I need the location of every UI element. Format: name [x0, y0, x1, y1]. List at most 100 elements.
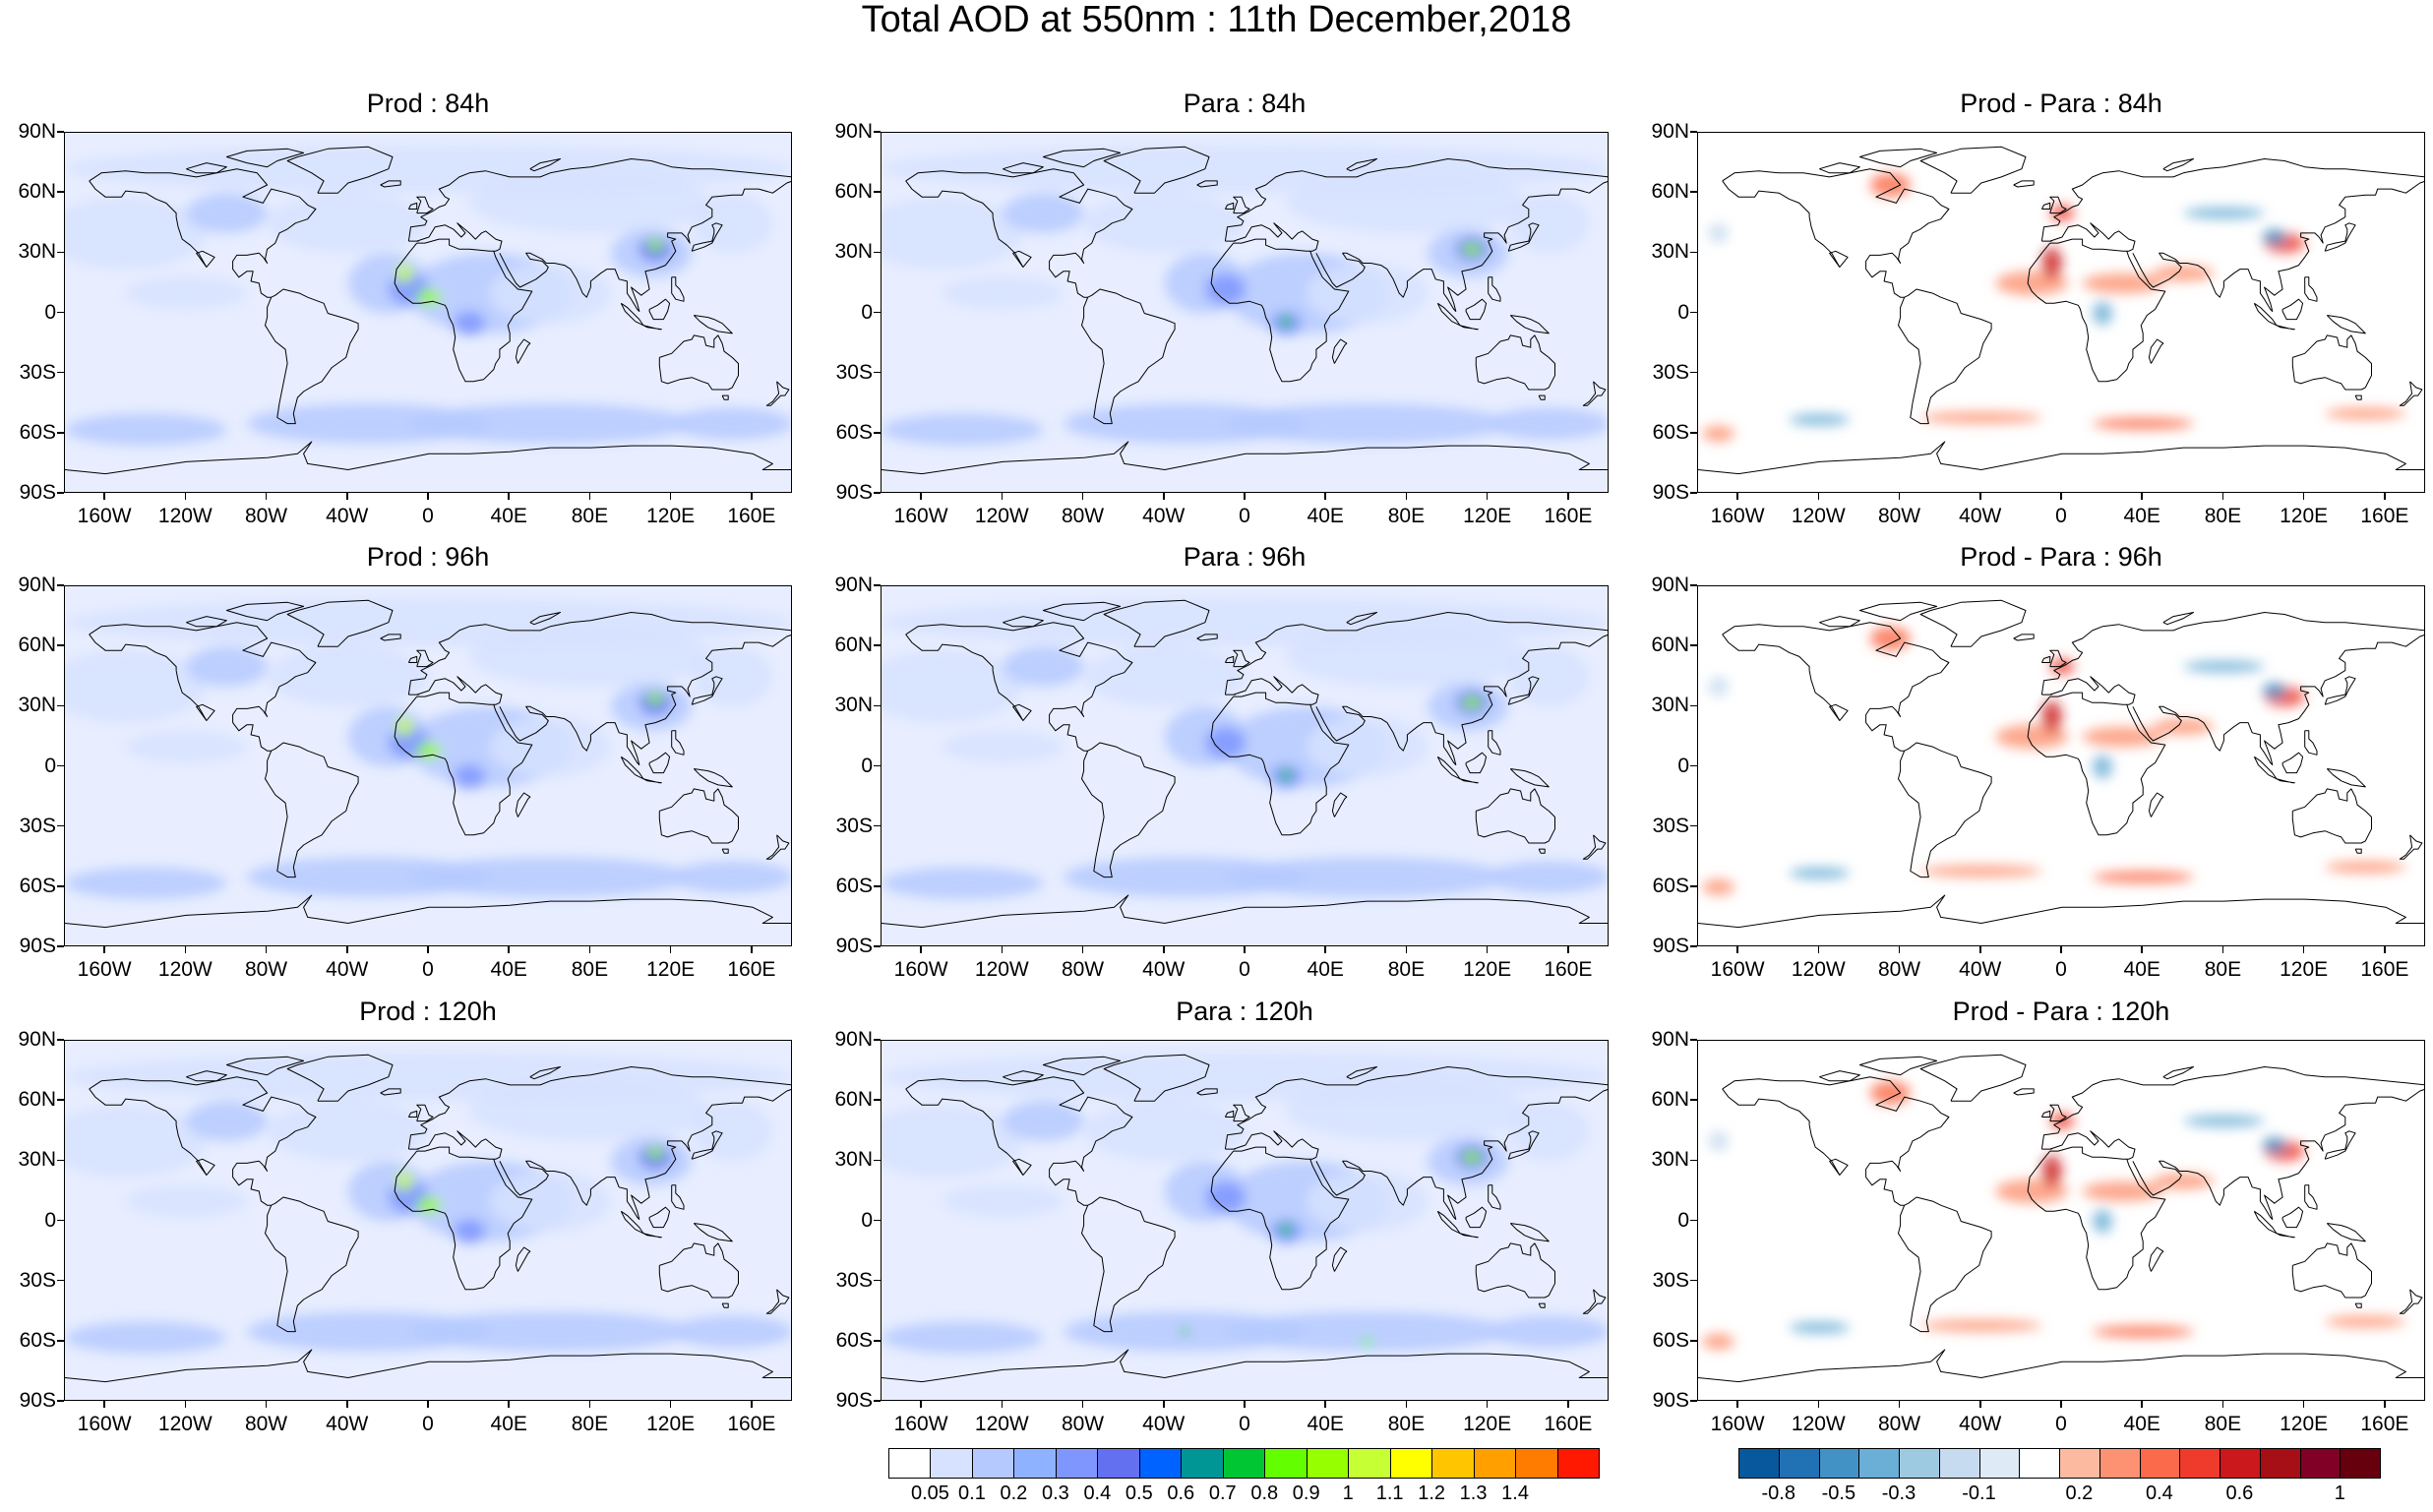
aod-plume — [692, 1101, 773, 1162]
aod-field — [882, 598, 1608, 900]
map-background — [1698, 133, 2424, 492]
coastline — [529, 158, 562, 172]
panel-title: Para : 120h — [1176, 997, 1313, 1026]
coastline — [721, 394, 729, 400]
difference-blob — [2092, 1325, 2194, 1338]
coastline — [225, 148, 305, 168]
aod-plume — [1508, 1101, 1590, 1162]
map-svg — [65, 586, 791, 945]
lon-tick-label: 0 — [2055, 1413, 2067, 1435]
coastline — [1698, 894, 2424, 929]
lat-tick-mark — [1690, 584, 1697, 586]
lon-tick-label: 160E — [727, 1413, 776, 1435]
lat-tick-label: 90N — [18, 574, 56, 596]
map-svg — [65, 1041, 791, 1400]
aod-plume — [65, 197, 207, 270]
aod-field — [882, 145, 1608, 447]
lon-tick-label: 120E — [1463, 1413, 1512, 1435]
coastline — [2148, 1246, 2164, 1272]
lon-tick-label: 120E — [646, 958, 696, 981]
lon-tick-mark — [2141, 1401, 2143, 1408]
coastline — [1919, 146, 2027, 194]
lon-tick-mark — [1898, 1401, 1901, 1408]
colorbar-swatch — [1431, 1448, 1475, 1479]
lon-tick-mark — [2302, 946, 2305, 953]
lon-tick-label: 40E — [2123, 505, 2160, 527]
lon-tick-label: 160E — [727, 505, 776, 527]
lon-tick-mark — [1736, 946, 1738, 953]
colorbar-swatch — [2340, 1448, 2381, 1479]
colorbar-label: -0.8 — [1761, 1482, 1795, 1504]
lat-tick-mark — [1690, 764, 1697, 767]
aod-plume — [1225, 1311, 1509, 1353]
coastlines — [65, 599, 791, 929]
lat-tick-label: 90N — [1651, 1028, 1689, 1051]
lat-tick-mark — [1690, 251, 1697, 254]
colorbar-label: 0.6 — [1167, 1482, 1195, 1504]
lon-tick-mark — [920, 493, 922, 500]
map-svg — [1698, 586, 2424, 945]
lat-tick-label: 60N — [1651, 634, 1689, 657]
lat-tick-label: 90N — [834, 574, 873, 596]
lat-tick-mark — [874, 432, 881, 434]
lat-tick-label: 30S — [835, 360, 873, 384]
panel-title: Prod - Para : 84h — [1960, 89, 2162, 118]
panel-title: Prod : 96h — [366, 542, 490, 572]
lon-tick-mark — [1486, 493, 1489, 500]
coastline — [2399, 381, 2423, 406]
lon-tick-label: 40E — [2123, 958, 2160, 981]
lon-tick-mark — [2221, 493, 2224, 500]
coastline — [1224, 202, 1235, 210]
lon-tick-mark — [751, 493, 753, 500]
lat-tick-label: 60N — [18, 634, 56, 657]
coastline — [1582, 1289, 1607, 1314]
lat-tick-label: 30S — [1652, 1268, 1689, 1292]
lon-tick-mark — [2060, 493, 2062, 500]
lon-tick-label: 120W — [157, 958, 213, 981]
aod-plume — [489, 716, 611, 777]
difference-blob — [1702, 1333, 1734, 1350]
difference-blob — [2262, 1136, 2287, 1154]
coastline — [1003, 616, 1044, 628]
lon-tick-label: 160E — [1544, 958, 1593, 981]
coastline — [2049, 649, 2067, 668]
lon-tick-label: 0 — [422, 505, 434, 527]
lon-tick-mark — [1736, 1401, 1738, 1408]
lon-tick-mark — [1817, 493, 1820, 500]
colorbar-swatch — [1778, 1448, 1820, 1479]
coastline — [2253, 302, 2278, 327]
lon-tick-label: 80W — [244, 958, 288, 981]
coastline — [499, 635, 791, 765]
coastline — [2276, 778, 2295, 784]
colorbar-swatch — [1978, 1448, 2021, 1479]
coastline — [1196, 1088, 1218, 1096]
lon-tick-mark — [2302, 493, 2305, 500]
coastline — [499, 181, 791, 312]
coastline — [1003, 162, 1044, 174]
coastline — [1829, 703, 1849, 721]
coastline — [2281, 1206, 2304, 1229]
coastline — [1346, 158, 1378, 172]
aod-plume — [671, 1315, 791, 1348]
lon-tick-label: 40E — [1307, 505, 1344, 527]
lat-tick-mark — [874, 1099, 881, 1101]
colorbar-label: 1.2 — [1418, 1482, 1446, 1504]
lon-tick-label: 120E — [2280, 505, 2329, 527]
lon-tick-mark — [588, 1401, 591, 1408]
lon-tick-label: 0 — [422, 958, 434, 981]
coastline — [1003, 1070, 1044, 1082]
aod-plume — [1306, 1171, 1428, 1232]
lon-tick-mark — [265, 1401, 268, 1408]
map-panel — [64, 1040, 792, 1401]
coastline — [1315, 181, 1608, 312]
lat-tick-mark — [1690, 824, 1697, 827]
lat-tick-label: 90S — [1652, 935, 1689, 957]
colorbar-label: 0.4 — [1083, 1482, 1112, 1504]
coastline — [2132, 1089, 2424, 1220]
lon-tick-label: 120W — [157, 505, 213, 527]
difference-blob — [2041, 1155, 2062, 1187]
lon-tick-label: 120W — [1791, 958, 1846, 981]
coastline — [286, 1054, 394, 1102]
lat-tick-label: 60N — [18, 1088, 56, 1112]
lon-tick-label: 160E — [2360, 958, 2409, 981]
